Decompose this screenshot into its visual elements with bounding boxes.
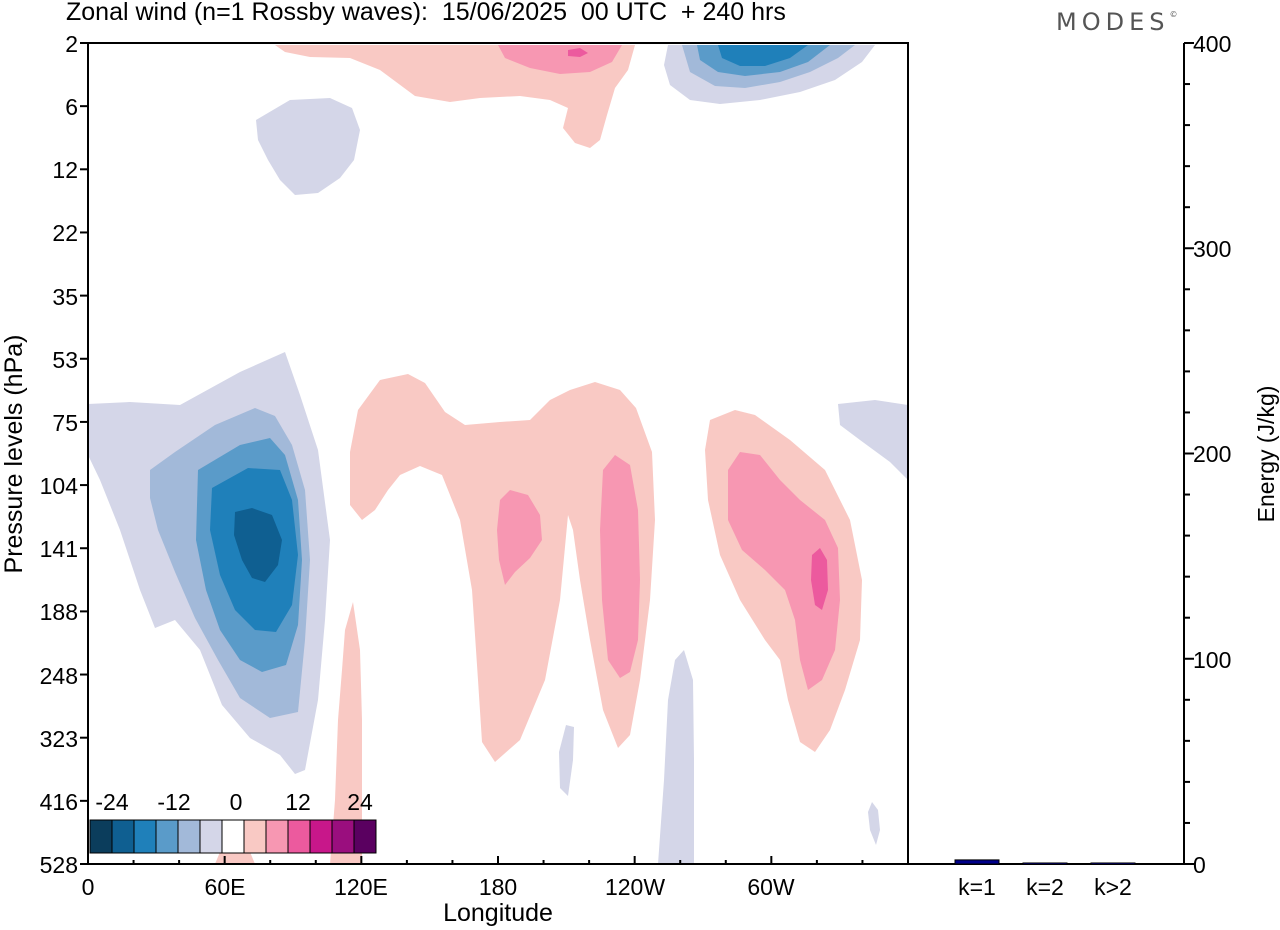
- y-tick-label: 248: [40, 663, 78, 689]
- colorbar-label: -24: [95, 789, 128, 815]
- x-tick-label: 180: [479, 874, 517, 900]
- y-tick-label: 2: [65, 31, 78, 57]
- x-tick-label: 120W: [605, 874, 665, 900]
- y-tick-label: 53: [52, 347, 78, 373]
- contour-region-a7: [868, 802, 880, 845]
- contour-region-g2: [497, 490, 542, 585]
- y-axis: [80, 42, 88, 865]
- y-tick-label: 141: [40, 536, 78, 562]
- contour-region-e1: [234, 508, 282, 582]
- contour-region-h2: [811, 548, 828, 610]
- y-tick-label: 35: [52, 284, 78, 310]
- colorbar-label: 12: [285, 789, 311, 815]
- contour-region-a2: [256, 98, 360, 195]
- bar-category-label: k>2: [1094, 874, 1132, 900]
- colorbar-swatch: [111, 819, 135, 854]
- bar-category-label: k=2: [1026, 874, 1064, 900]
- x-tick-label: 60W: [747, 874, 795, 900]
- y-tick-label: 6: [65, 94, 78, 120]
- y-axis-title: Pressure levels (hPa): [0, 335, 28, 574]
- y-tick-label: 12: [52, 157, 78, 183]
- modes-logo-mark: ©: [1169, 10, 1178, 19]
- colorbar-swatch: [265, 819, 289, 854]
- x-tick-label: 60E: [205, 874, 246, 900]
- contour-region-f4: [330, 602, 362, 864]
- x-tick-label: 0: [82, 874, 95, 900]
- contour-region-h1: [568, 48, 588, 57]
- contour-region-f5: [215, 852, 255, 864]
- colorbar-swatch: [287, 819, 311, 854]
- x-axis-title: Longitude: [443, 899, 553, 927]
- y-tick-label: 104: [40, 473, 79, 499]
- modes-logo: MODES©: [1056, 8, 1177, 36]
- colorbar-swatch: [177, 819, 201, 854]
- colorbar-label: -12: [157, 789, 190, 815]
- energy-axis-title: Energy (J/kg): [1253, 386, 1279, 523]
- contour-region-a4: [838, 400, 908, 480]
- colorbar-swatch: [221, 819, 245, 854]
- energy-bars: [954, 859, 1136, 865]
- y-tick-label: 22: [52, 220, 78, 246]
- y-tick-label: 323: [40, 726, 78, 752]
- colorbar-swatch: [133, 819, 157, 854]
- y-tick-label: 188: [40, 599, 78, 625]
- energy-tick-label: 200: [1193, 441, 1231, 467]
- contour-region-g4: [728, 452, 840, 690]
- colorbar-label: 24: [347, 789, 373, 815]
- colorbar-swatch: [309, 819, 333, 854]
- energy-tick-label: 400: [1193, 31, 1231, 57]
- contour-region-g1: [498, 45, 622, 74]
- colorbar-swatch: [199, 819, 223, 854]
- y-tick-label: 416: [40, 789, 78, 815]
- y-tick-label: 528: [40, 852, 78, 878]
- colorbar-label: 0: [230, 789, 243, 815]
- energy-bar: [1022, 862, 1068, 865]
- contour-region-a5: [658, 650, 694, 864]
- contour-region-d2: [718, 45, 808, 66]
- contour-region-g3: [600, 455, 640, 678]
- energy-tick-label: 300: [1193, 236, 1231, 262]
- contour-field: [88, 45, 908, 864]
- x-tick-label: 120E: [334, 874, 388, 900]
- colorbar-swatch: [243, 819, 267, 854]
- energy-tick-label: 100: [1193, 647, 1231, 673]
- colorbar-swatch: [155, 819, 179, 854]
- chart-title: Zonal wind (n=1 Rossby waves): 15/06/202…: [66, 0, 786, 26]
- modes-logo-text: MODES: [1056, 8, 1170, 36]
- x-axis: [87, 856, 864, 864]
- colorbar-swatch: [353, 819, 377, 854]
- energy-bar: [954, 859, 1000, 865]
- contour-region-a6: [559, 725, 574, 796]
- energy-tick-label: 0: [1193, 852, 1206, 878]
- bar-category-label: k=1: [958, 874, 996, 900]
- energy-bar: [1090, 862, 1136, 865]
- colorbar-swatch: [331, 819, 355, 854]
- colorbar: [89, 819, 377, 854]
- colorbar-swatch: [89, 819, 113, 854]
- y-tick-label: 75: [52, 410, 78, 436]
- energy-axis: [1184, 42, 1194, 865]
